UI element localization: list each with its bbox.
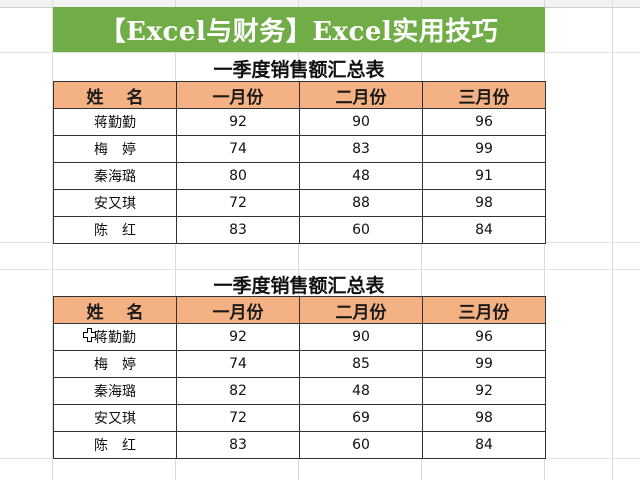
table-row: 蒋勤勤 92 90 96: [53, 323, 546, 351]
table-row: 秦海璐 82 48 92: [53, 377, 546, 405]
cell-value[interactable]: 74: [176, 135, 300, 163]
cell-value[interactable]: 82: [176, 377, 300, 405]
cell-value[interactable]: 90: [299, 108, 423, 136]
cell-value[interactable]: 96: [422, 108, 546, 136]
cell-name[interactable]: 梅 婷: [53, 350, 177, 378]
cell-value[interactable]: 84: [422, 216, 546, 244]
cell-name[interactable]: 梅 婷: [53, 135, 177, 163]
cell-value[interactable]: 48: [299, 162, 423, 190]
cell-value[interactable]: 88: [299, 189, 423, 217]
header-march[interactable]: 三月份: [422, 296, 546, 324]
cell-value[interactable]: 48: [299, 377, 423, 405]
header-february[interactable]: 二月份: [299, 296, 423, 324]
header-january[interactable]: 一月份: [176, 296, 300, 324]
table-row: 梅 婷 74 83 99: [53, 135, 546, 163]
cell-select-cursor-icon: [83, 328, 96, 342]
grid-column-line: [612, 0, 613, 480]
cell-value[interactable]: 83: [176, 216, 300, 244]
grid-row-line: [0, 458, 640, 459]
cell-value[interactable]: 83: [176, 431, 300, 459]
cell-value[interactable]: 60: [299, 431, 423, 459]
cell-name[interactable]: 秦海璐: [53, 162, 177, 190]
cell-value[interactable]: 60: [299, 216, 423, 244]
table-row: 秦海璐 80 48 91: [53, 162, 546, 190]
cell-value[interactable]: 96: [422, 323, 546, 351]
cell-value[interactable]: 72: [176, 404, 300, 432]
table-row: 陈 红 83 60 84: [53, 216, 546, 244]
table-header-row: 姓 名 一月份 二月份 三月份: [53, 296, 546, 324]
grid-row-line: [0, 269, 640, 270]
cell-name[interactable]: 蒋勤勤: [53, 108, 177, 136]
table-row: 蒋勤勤 92 90 96: [53, 108, 546, 136]
header-march[interactable]: 三月份: [422, 81, 546, 109]
cell-name[interactable]: 陈 红: [53, 431, 177, 459]
grid-column-line: [52, 0, 53, 480]
cell-value[interactable]: 99: [422, 350, 546, 378]
cell-value[interactable]: 74: [176, 350, 300, 378]
sales-summary-table: 姓 名 一月份 二月份 三月份 蒋勤勤 92 90 96 梅 婷 74 83 9…: [53, 81, 546, 244]
cell-name[interactable]: 安又琪: [53, 189, 177, 217]
cell-value[interactable]: 85: [299, 350, 423, 378]
cell-value[interactable]: 98: [422, 189, 546, 217]
cell-value[interactable]: 92: [176, 323, 300, 351]
cell-name[interactable]: 陈 红: [53, 216, 177, 244]
sales-summary-table: 姓 名 一月份 二月份 三月份 蒋勤勤 92 90 96 梅 婷 74 85 9…: [53, 296, 546, 459]
table-title[interactable]: 一季度销售额汇总表: [213, 274, 385, 297]
cell-value[interactable]: 98: [422, 404, 546, 432]
table-row: 陈 红 83 60 84: [53, 431, 546, 459]
cell-value[interactable]: 80: [176, 162, 300, 190]
table-header-row: 姓 名 一月份 二月份 三月份: [53, 81, 546, 109]
table-row: 梅 婷 74 85 99: [53, 350, 546, 378]
table-row: 安又琪 72 88 98: [53, 189, 546, 217]
title-banner[interactable]: 【Excel与财务】Excel实用技巧: [53, 7, 545, 52]
table-row: 安又琪 72 69 98: [53, 404, 546, 432]
table-title[interactable]: 一季度销售额汇总表: [213, 58, 385, 81]
cell-name[interactable]: 秦海璐: [53, 377, 177, 405]
cell-name[interactable]: 蒋勤勤: [53, 323, 177, 351]
cell-value[interactable]: 99: [422, 135, 546, 163]
cell-value[interactable]: 72: [176, 189, 300, 217]
cell-value[interactable]: 92: [176, 108, 300, 136]
cell-value[interactable]: 84: [422, 431, 546, 459]
cell-value[interactable]: 91: [422, 162, 546, 190]
cell-value[interactable]: 69: [299, 404, 423, 432]
cell-name[interactable]: 安又琪: [53, 404, 177, 432]
cell-value[interactable]: 90: [299, 323, 423, 351]
header-name[interactable]: 姓 名: [53, 296, 177, 324]
grid-row-line: [0, 52, 640, 53]
header-february[interactable]: 二月份: [299, 81, 423, 109]
cell-value[interactable]: 83: [299, 135, 423, 163]
header-january[interactable]: 一月份: [176, 81, 300, 109]
header-name[interactable]: 姓 名: [53, 81, 177, 109]
cell-value[interactable]: 92: [422, 377, 546, 405]
